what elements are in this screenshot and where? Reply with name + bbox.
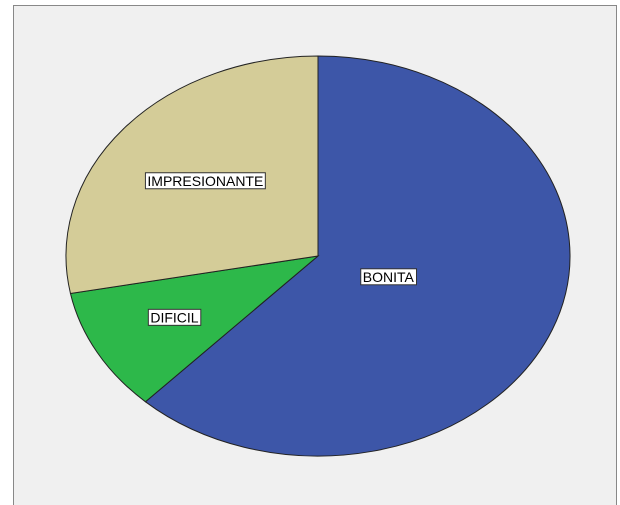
slice-label: IMPRESIONANTE [147,173,263,189]
label-box [144,172,266,190]
pie: BONITA DIFICIL IMPRESIONANTE [65,55,571,457]
slice-label: BONITA [363,269,415,285]
label-box [147,308,202,326]
pie-slice [69,255,320,403]
label-box [360,268,417,286]
slice-label: DIFICIL [150,309,198,325]
pie-slice [144,55,571,457]
